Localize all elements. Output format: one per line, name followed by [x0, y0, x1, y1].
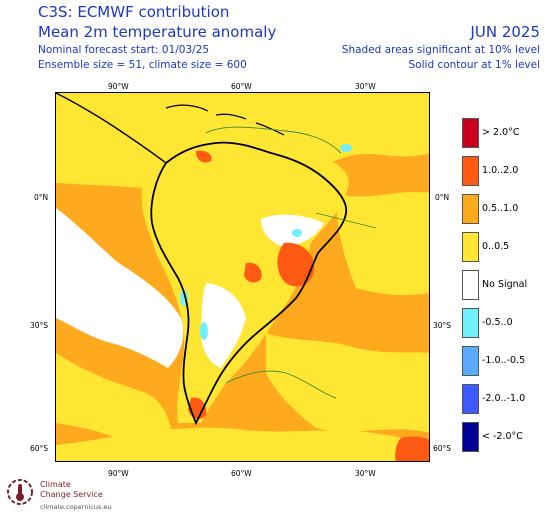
- logo-line1: Climate: [40, 480, 71, 489]
- coastline-south-america: [150, 141, 348, 426]
- anomaly-map-svg: [56, 93, 429, 461]
- legend-label: 0.5..1.0: [482, 203, 519, 214]
- lat-label-left-30s: 30°S: [30, 321, 49, 330]
- legend-label: > 2.0°C: [482, 127, 520, 138]
- legend-label: 1.0..2.0: [482, 165, 519, 176]
- legend-label: No Signal: [482, 279, 528, 290]
- legend-item: 0.5..1.0: [462, 194, 542, 224]
- anomaly-region-yellow-continent: [141, 140, 349, 423]
- legend-swatch: [462, 346, 479, 376]
- lat-label-right-30s: 30°S: [433, 321, 452, 330]
- significance-note-shading: Shaded areas significant at 10% level: [341, 44, 540, 56]
- map-title: C3S: ECMWF contribution: [38, 3, 230, 21]
- legend-swatch: [462, 232, 479, 262]
- anomaly-region-yellow-south: [56, 427, 429, 461]
- anomaly-region-yellow-southwest: [56, 353, 174, 448]
- legend-item: 1.0..2.0: [462, 156, 542, 186]
- coastline-central-america: [56, 93, 167, 164]
- anomaly-region-red-north: [196, 150, 212, 163]
- significance-contour-north: [205, 126, 342, 154]
- legend-swatch: [462, 308, 479, 338]
- anomaly-region-red-south-east: [395, 436, 429, 461]
- lat-label-right-0n: 0°N: [435, 193, 450, 202]
- legend-item: -2.0..-1.0: [462, 384, 542, 414]
- anomaly-region-red-brazil: [277, 242, 315, 287]
- legend-item: 0..0.5: [462, 232, 542, 262]
- anomaly-region-yellow-atlantic: [336, 191, 429, 296]
- legend-label: 0..0.5: [482, 241, 510, 252]
- cool-spot-caribbean: [340, 144, 352, 152]
- anomaly-region-yellow-southeast: [266, 333, 429, 433]
- lon-label-bottom-30w: 30°W: [355, 469, 376, 478]
- legend-item: > 2.0°C: [462, 118, 542, 148]
- logo-url: climate.copernicus.eu: [40, 503, 112, 511]
- forecast-start-text: Nominal forecast start: 01/03/25: [38, 44, 210, 56]
- forecast-month: JUN 2025: [470, 23, 540, 41]
- legend-label: -1.0..-0.5: [482, 355, 526, 366]
- anomaly-region-red-south: [244, 262, 262, 283]
- no-signal-region-nordeste: [261, 214, 324, 247]
- legend-item: No Signal: [462, 270, 542, 300]
- cool-spot-atlantic: [292, 229, 302, 237]
- cool-spot-andes: [200, 322, 208, 340]
- lon-label-bottom-90w: 90°W: [108, 469, 129, 478]
- legend-swatch: [462, 156, 479, 186]
- legend-item: < -2.0°C: [462, 422, 542, 452]
- lon-label-top-60w: 60°W: [231, 82, 252, 91]
- legend-label: < -2.0°C: [482, 431, 523, 442]
- legend-swatch: [462, 422, 479, 452]
- significance-contour-south: [225, 370, 337, 399]
- coastline-caribbean-islands: [165, 104, 285, 136]
- ensemble-size-text: Ensemble size = 51, climate size = 600: [38, 59, 247, 71]
- lon-label-top-90w: 90°W: [108, 82, 129, 91]
- legend-label: -2.0..-1.0: [482, 393, 526, 404]
- map-subtitle: Mean 2m temperature anomaly: [38, 23, 277, 41]
- legend-swatch: [462, 118, 479, 148]
- legend-swatch: [462, 270, 479, 300]
- legend-swatch: [462, 384, 479, 414]
- lon-label-bottom-60w: 60°W: [231, 469, 252, 478]
- lon-label-top-30w: 30°W: [355, 82, 376, 91]
- lat-label-left-0n: 0°N: [34, 193, 49, 202]
- lat-label-right-60s: 60°S: [433, 444, 452, 453]
- logo-line2: Change Service: [40, 490, 103, 499]
- lat-label-left-60s: 60°S: [30, 444, 49, 453]
- significance-note-contour: Solid contour at 1% level: [408, 59, 540, 71]
- legend-item: -0.5..0: [462, 308, 542, 338]
- legend-item: -1.0..-0.5: [462, 346, 542, 376]
- no-signal-region-pacific: [56, 208, 184, 368]
- legend-label: -0.5..0: [482, 317, 513, 328]
- no-signal-region-andes: [201, 283, 246, 368]
- significance-contour-east: [315, 212, 377, 229]
- legend-swatch: [462, 194, 479, 224]
- thermometer-logo-icon: [7, 479, 33, 505]
- anomaly-map: [55, 92, 430, 462]
